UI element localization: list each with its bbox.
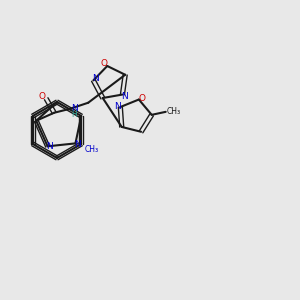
Text: N: N [92,74,99,83]
Text: N: N [114,101,121,110]
Text: N: N [71,104,78,113]
Text: CH₃: CH₃ [84,145,99,154]
Text: N: N [46,142,53,151]
Text: O: O [138,94,146,103]
Text: O: O [101,59,108,68]
Text: N: N [74,140,81,149]
Text: CH₃: CH₃ [167,107,181,116]
Text: N: N [121,92,128,101]
Text: H: H [71,110,77,119]
Text: O: O [39,92,46,101]
